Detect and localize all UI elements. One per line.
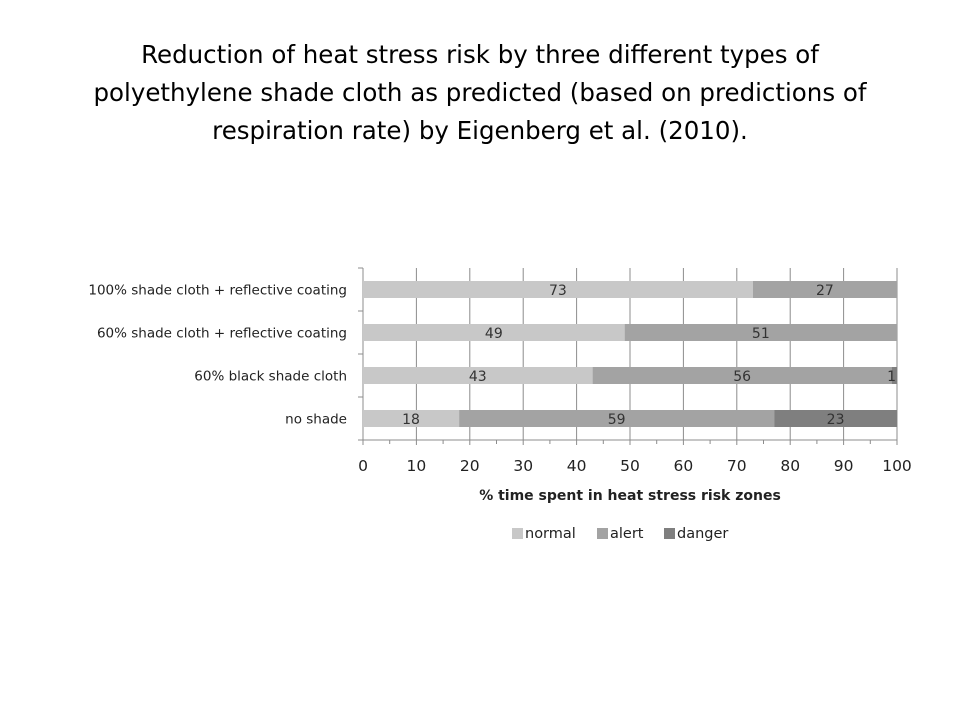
x-tick-label-6: 60 — [674, 457, 694, 475]
data-label-alert-3: 59 — [608, 412, 626, 428]
slide-title: Reduction of heat stress risk by three d… — [40, 36, 920, 150]
x-tick-label-8: 80 — [780, 457, 800, 475]
bar-normal-3 — [363, 410, 460, 427]
legend-swatch-alert — [597, 528, 608, 539]
x-axis-title: % time spent in heat stress risk zones — [479, 488, 781, 504]
data-label-danger-3: 23 — [827, 412, 845, 428]
data-label-normal-3: 18 — [402, 412, 420, 428]
bar-alert-1 — [624, 324, 897, 341]
data-label-alert-2: 56 — [733, 369, 751, 385]
slide-title-line-3: respiration rate) by Eigenberg et al. (2… — [212, 116, 748, 145]
bar-alert-3 — [459, 410, 775, 427]
x-tick-label-9: 90 — [834, 457, 854, 475]
legend-label-alert: alert — [610, 526, 644, 542]
legend-swatch-danger — [664, 528, 675, 539]
data-label-normal-0: 73 — [549, 283, 567, 299]
data-label-normal-1: 49 — [485, 326, 503, 342]
x-tick-label-3: 30 — [513, 457, 533, 475]
bar-alert-2 — [592, 367, 892, 384]
data-label-normal-2: 43 — [469, 369, 487, 385]
y-category-label-3: no shade — [285, 412, 347, 428]
legend-swatch-normal — [512, 528, 523, 539]
data-label-alert-1: 51 — [752, 326, 770, 342]
y-category-label-2: 60% black shade cloth — [194, 369, 347, 385]
x-tick-label-10: 100 — [882, 457, 912, 475]
bar-danger-3 — [774, 410, 897, 427]
bar-normal-0 — [363, 281, 753, 298]
slide-title-line-1: Reduction of heat stress risk by three d… — [141, 40, 819, 69]
bar-alert-0 — [752, 281, 897, 298]
x-tick-label-2: 20 — [460, 457, 480, 475]
y-category-label-0: 100% shade cloth + reflective coating — [88, 283, 347, 299]
x-tick-label-5: 50 — [620, 457, 640, 475]
bar-normal-1 — [363, 324, 625, 341]
data-label-alert-0: 27 — [816, 283, 834, 299]
data-label-danger-2: 1 — [887, 369, 896, 385]
bar-normal-2 — [363, 367, 593, 384]
x-tick-label-4: 40 — [567, 457, 587, 475]
x-tick-label-0: 0 — [358, 457, 368, 475]
slide-title-line-2: polyethylene shade cloth as predicted (b… — [93, 78, 867, 107]
x-tick-label-1: 10 — [407, 457, 427, 475]
bar-danger-2 — [891, 367, 897, 384]
x-tick-label-7: 70 — [727, 457, 747, 475]
legend-label-danger: danger — [677, 526, 728, 542]
legend-label-normal: normal — [525, 526, 576, 542]
y-category-label-1: 60% shade cloth + reflective coating — [97, 326, 347, 342]
